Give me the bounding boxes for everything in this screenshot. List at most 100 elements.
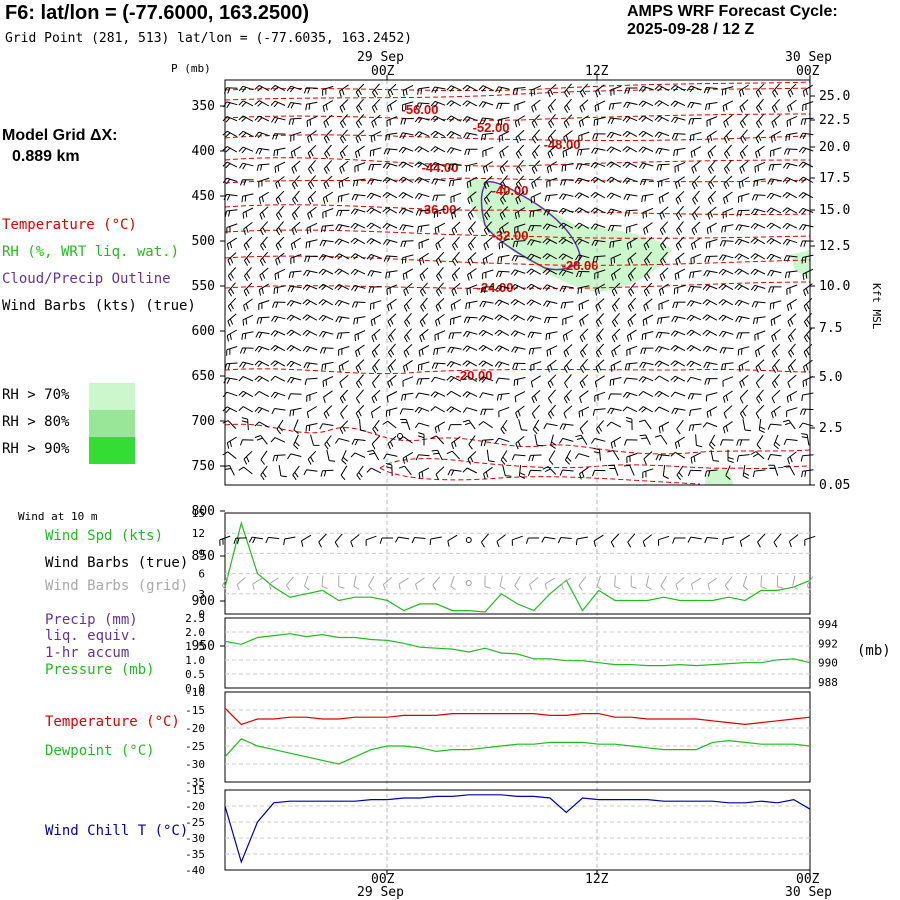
- wind-barb: [446, 406, 462, 413]
- wind-barb: [419, 328, 429, 343]
- pressure-tick-label: 850: [192, 549, 215, 564]
- temp-panel-ytick: -10: [185, 686, 205, 699]
- wind-barb: [579, 390, 589, 404]
- wind-barb: [239, 439, 254, 446]
- temp-contour-2: [224, 113, 811, 121]
- wind-barb: [738, 176, 750, 189]
- wind-barb: [563, 344, 573, 358]
- wind-barb: [547, 374, 557, 389]
- wind-barb: [322, 191, 333, 204]
- wind-barb: [240, 179, 254, 186]
- wind-barb: [531, 176, 541, 189]
- wind-barb: [291, 160, 301, 174]
- wind-barb: [518, 464, 526, 479]
- temp-panel-ytick: -15: [185, 704, 205, 717]
- wind-barb: [750, 268, 766, 276]
- wind-barb: [288, 270, 302, 279]
- temp-panel-ytick: -35: [185, 776, 205, 789]
- wind-barb: [383, 148, 398, 155]
- wind-barb: [307, 206, 317, 220]
- wind-barb: [643, 282, 653, 297]
- wind-barb: [259, 267, 269, 281]
- wind-barb: [336, 332, 350, 340]
- contour-label: -52.00: [473, 120, 510, 135]
- wind-barb: [529, 577, 539, 591]
- wind-barb: [656, 316, 670, 325]
- wind-barb: [800, 240, 814, 247]
- temp-panel-ytick: -25: [185, 740, 205, 753]
- wind-barb: [526, 253, 542, 261]
- temp-contour-10: [224, 368, 811, 375]
- wind-barb: [722, 536, 735, 546]
- wind-barb: [723, 175, 733, 190]
- wind-barb: [500, 419, 508, 435]
- wind-barb: [371, 83, 380, 98]
- wind-barb: [451, 283, 461, 297]
- wind-barb: [259, 206, 269, 220]
- wind-barb: [334, 533, 343, 548]
- wind-barb: [498, 406, 510, 418]
- wind-barb: [734, 238, 750, 246]
- chill-panel-ytick: -25: [185, 816, 205, 829]
- wind-barb: [591, 147, 606, 155]
- wind-barb: [386, 391, 398, 403]
- wind-barb: [283, 536, 296, 545]
- wind-barb: [736, 332, 750, 339]
- wind-barb: [755, 83, 765, 98]
- wind-barb: [575, 163, 590, 170]
- wind-barb: [387, 343, 396, 358]
- wind-barb: [419, 313, 429, 328]
- wind-barb: [787, 99, 797, 113]
- wind-barb: [339, 374, 349, 388]
- wind-barb: [547, 359, 557, 373]
- wind-barb: [355, 129, 365, 144]
- wind-barb: [758, 419, 766, 434]
- wind-barb: [736, 454, 750, 462]
- height-tick-label: 10.0: [819, 279, 850, 294]
- wind-barb: [525, 537, 540, 544]
- wind-barb: [595, 420, 604, 435]
- wind-barb: [783, 148, 798, 155]
- wind-barb: [786, 407, 798, 417]
- wind-barb: [626, 223, 638, 234]
- wind-barb: [670, 360, 686, 367]
- wind-barb: [462, 360, 478, 367]
- wind-barb: [771, 343, 781, 358]
- wind-barb: [510, 299, 526, 306]
- wind-barb: [415, 577, 425, 591]
- wind-barb: [350, 253, 366, 260]
- wind-barb: [742, 465, 750, 480]
- wind-barb: [414, 131, 430, 138]
- wind-barb: [787, 313, 797, 327]
- wind-barb: [323, 160, 333, 175]
- wind-barb: [430, 406, 446, 413]
- wind-barb: [686, 300, 702, 307]
- wind-barb: [787, 359, 797, 373]
- wind-barb: [675, 252, 685, 266]
- wind-barb: [411, 537, 426, 544]
- wind-barb: [623, 377, 638, 384]
- wind-barb: [723, 191, 733, 205]
- temp-contour-6: [224, 204, 811, 216]
- wind-barb: [414, 116, 430, 124]
- wind-barb: [547, 129, 557, 144]
- wind-barb: [371, 389, 381, 404]
- wind-barb: [495, 377, 510, 384]
- wind-barb: [757, 533, 766, 548]
- wind-barb: [513, 377, 526, 386]
- wind-barb: [338, 575, 345, 589]
- wind-barb: [595, 359, 605, 373]
- wind-barb: [448, 178, 462, 187]
- wind-barb: [676, 465, 684, 481]
- wind-barb: [768, 163, 782, 171]
- wind-barb: [341, 449, 348, 465]
- wind-barb: [350, 284, 366, 292]
- wind-barb: [802, 268, 814, 280]
- precip-panel-frame: [224, 617, 811, 689]
- wind-panel-ytick: 15: [192, 507, 205, 520]
- pressure-line: [224, 633, 811, 667]
- wind-barb: [367, 449, 380, 461]
- wind-barb: [574, 238, 590, 245]
- height-tick-label: 12.5: [819, 239, 850, 254]
- wind-barb: [531, 144, 540, 159]
